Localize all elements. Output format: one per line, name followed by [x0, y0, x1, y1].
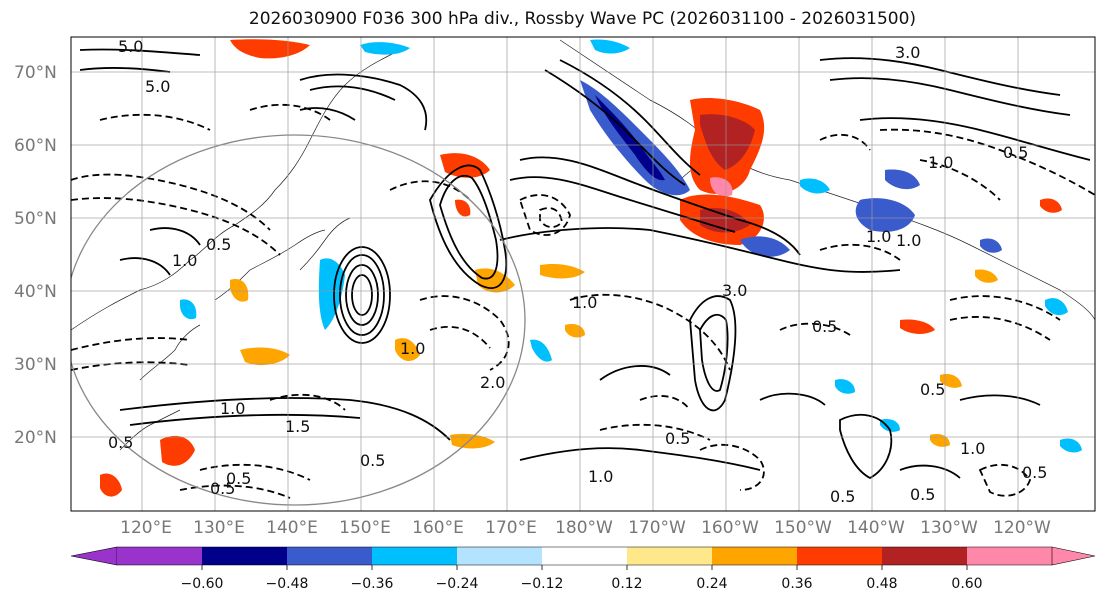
contour-label: 0.5: [910, 485, 935, 504]
lon-label: 160°E: [412, 518, 464, 538]
contour-label: 0.5: [665, 429, 690, 448]
contour-label: 0.5: [1003, 143, 1028, 162]
lon-label: 170°W: [628, 518, 686, 538]
lat-label: 40°N: [14, 282, 57, 302]
lat-label: 60°N: [14, 136, 57, 156]
contour-label: 1.0: [896, 231, 921, 250]
contour-label: 1.0: [572, 293, 597, 312]
colorbar-segment: [797, 547, 882, 565]
colorbar-tick-label: 0.60: [951, 576, 982, 592]
lat-label: 20°N: [14, 428, 57, 448]
colorbar-tick-label: 0.48: [866, 576, 897, 592]
colorbar-segment: [457, 547, 542, 565]
contour-label: 0.5: [108, 433, 133, 452]
contour-label: 1.0: [866, 227, 891, 246]
colorbar-tick-label: −0.12: [521, 576, 564, 592]
lon-label: 150°W: [774, 518, 832, 538]
colorbar-segment: [967, 547, 1052, 565]
contour-label: 3.0: [722, 281, 747, 300]
colorbar-tick-label: 0.12: [611, 576, 642, 592]
contour-label: 0.5: [830, 487, 855, 506]
colorbar-segment: [117, 547, 202, 565]
colorbar-extend-right: [1051, 546, 1096, 566]
contour-label: 1.0: [588, 467, 613, 486]
contour-label: 0.5: [920, 380, 945, 399]
lon-label: 180°W: [555, 518, 613, 538]
map-frame: [70, 36, 1096, 512]
contour-label: 0.5: [1022, 463, 1047, 482]
contour-label: 0.5: [812, 317, 837, 336]
contour-label: 1.0: [960, 439, 985, 458]
colorbar-segment: [542, 547, 627, 565]
colorbar-tick-label: 0.36: [781, 576, 812, 592]
longitude-labels: 120°E 130°E 140°E 150°E 160°E 170°E 180°…: [120, 518, 1051, 538]
contour-label: 1.0: [172, 251, 197, 270]
gridlines: [71, 37, 1095, 511]
lon-label: 130°E: [193, 518, 245, 538]
chart-title: 2026030900 F036 300 hPa div., Rossby Wav…: [248, 9, 917, 29]
colorbar-extend-left: [70, 546, 118, 566]
lon-label: 120°W: [993, 518, 1051, 538]
lon-label: 120°E: [120, 518, 172, 538]
contour-label: 5.0: [118, 37, 143, 56]
divergence-shading: [100, 39, 1082, 497]
latitude-labels: 70°N 60°N 50°N 40°N 30°N 20°N: [14, 63, 57, 448]
lon-label: 140°W: [847, 518, 905, 538]
colorbar-segment: [712, 547, 797, 565]
contour-label: 1.0: [928, 153, 953, 172]
colorbar-segment: [287, 547, 372, 565]
lat-label: 50°N: [14, 209, 57, 229]
colorbar-tick-label: −0.48: [266, 576, 309, 592]
lon-label: 170°E: [485, 518, 537, 538]
dashed-contours: [71, 103, 1095, 499]
reference-circle: [71, 134, 526, 506]
colorbar-segment: [882, 547, 967, 565]
contour-label: 1.0: [220, 399, 245, 418]
contour-label: 0.5: [210, 479, 235, 498]
lat-label: 30°N: [14, 355, 57, 375]
lon-label: 140°E: [266, 518, 318, 538]
colorbar-tick-label: 0.24: [696, 576, 727, 592]
colorbar: −0.60 −0.48 −0.36 −0.24 −0.12 0.12 0.24 …: [70, 546, 1096, 592]
contour-label: 0.5: [226, 469, 251, 488]
lon-label: 150°E: [339, 518, 391, 538]
contour-label: 0.5: [360, 451, 385, 470]
contour-label: 3.0: [895, 43, 920, 62]
contour-label: 1.0: [400, 339, 425, 358]
colorbar-tick-label: −0.24: [436, 576, 479, 592]
colorbar-segment: [202, 547, 287, 565]
colorbar-segment: [627, 547, 712, 565]
colorbar-segment: [372, 547, 457, 565]
lat-label: 70°N: [14, 63, 57, 83]
lon-label: 130°W: [920, 518, 978, 538]
contour-labels: 5.0 5.0 3.0 1.0 0.5 1.0 0.5 1.0 0.5 1.5 …: [108, 37, 1047, 506]
solid-contours: [79, 48, 1091, 480]
contour-label: 2.0: [480, 373, 505, 392]
colorbar-tick-label: −0.36: [351, 576, 394, 592]
contour-label: 0.5: [206, 235, 231, 254]
map-panel: [71, 37, 1095, 511]
lon-label: 160°W: [701, 518, 759, 538]
colorbar-tick-label: −0.60: [181, 576, 224, 592]
contour-label: 5.0: [145, 77, 170, 96]
contour-label: 1.5: [285, 417, 310, 436]
